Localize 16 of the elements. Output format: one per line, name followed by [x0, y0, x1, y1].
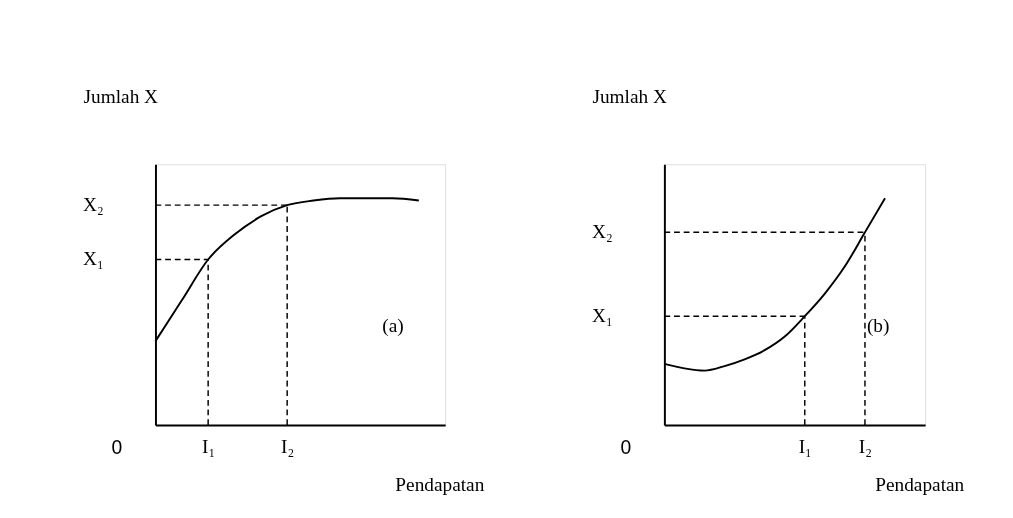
annotation: (b) [866, 314, 890, 337]
x-tick-label: I₁ [798, 435, 812, 457]
ref-line-label: X₁ [83, 248, 104, 270]
ref-line-label: X₁ [591, 304, 613, 326]
text: 0 [111, 437, 123, 458]
text: 0 [620, 437, 632, 458]
x-tick-label: I₂ [858, 435, 873, 457]
x-axis-title: Pendapatan [395, 474, 485, 496]
annotation: (a) [382, 314, 404, 337]
x-tick-label: I₂ [281, 435, 295, 457]
ref-line-label: X₂ [591, 221, 613, 243]
y-axis-title: Jumlah X [592, 85, 668, 107]
ref-line-label: X₂ [83, 193, 104, 215]
x-axis-title: Pendapatan [875, 474, 965, 496]
y-axis-title: Jumlah X [83, 85, 159, 107]
x-tick-label: I₁ [202, 435, 216, 457]
